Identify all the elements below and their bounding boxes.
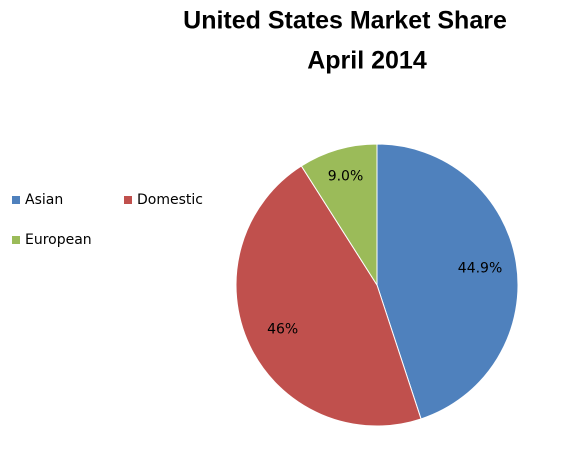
pie-slice (300, 143, 378, 287)
legend-label: European (25, 232, 92, 248)
legend-label: Domestic (137, 192, 203, 208)
chart-title: April 2014 (307, 47, 427, 75)
legend-swatch (124, 196, 132, 204)
legend-swatch (12, 196, 20, 204)
legend-swatch (12, 236, 20, 244)
chart-title: United States Market Share (183, 7, 507, 35)
data-label: 46% (267, 322, 298, 338)
data-label: 9.0% (328, 169, 364, 185)
pie-slice (235, 165, 422, 427)
pie-slice (376, 143, 519, 420)
legend-label: Asian (25, 192, 63, 208)
data-label: 44.9% (458, 260, 502, 276)
